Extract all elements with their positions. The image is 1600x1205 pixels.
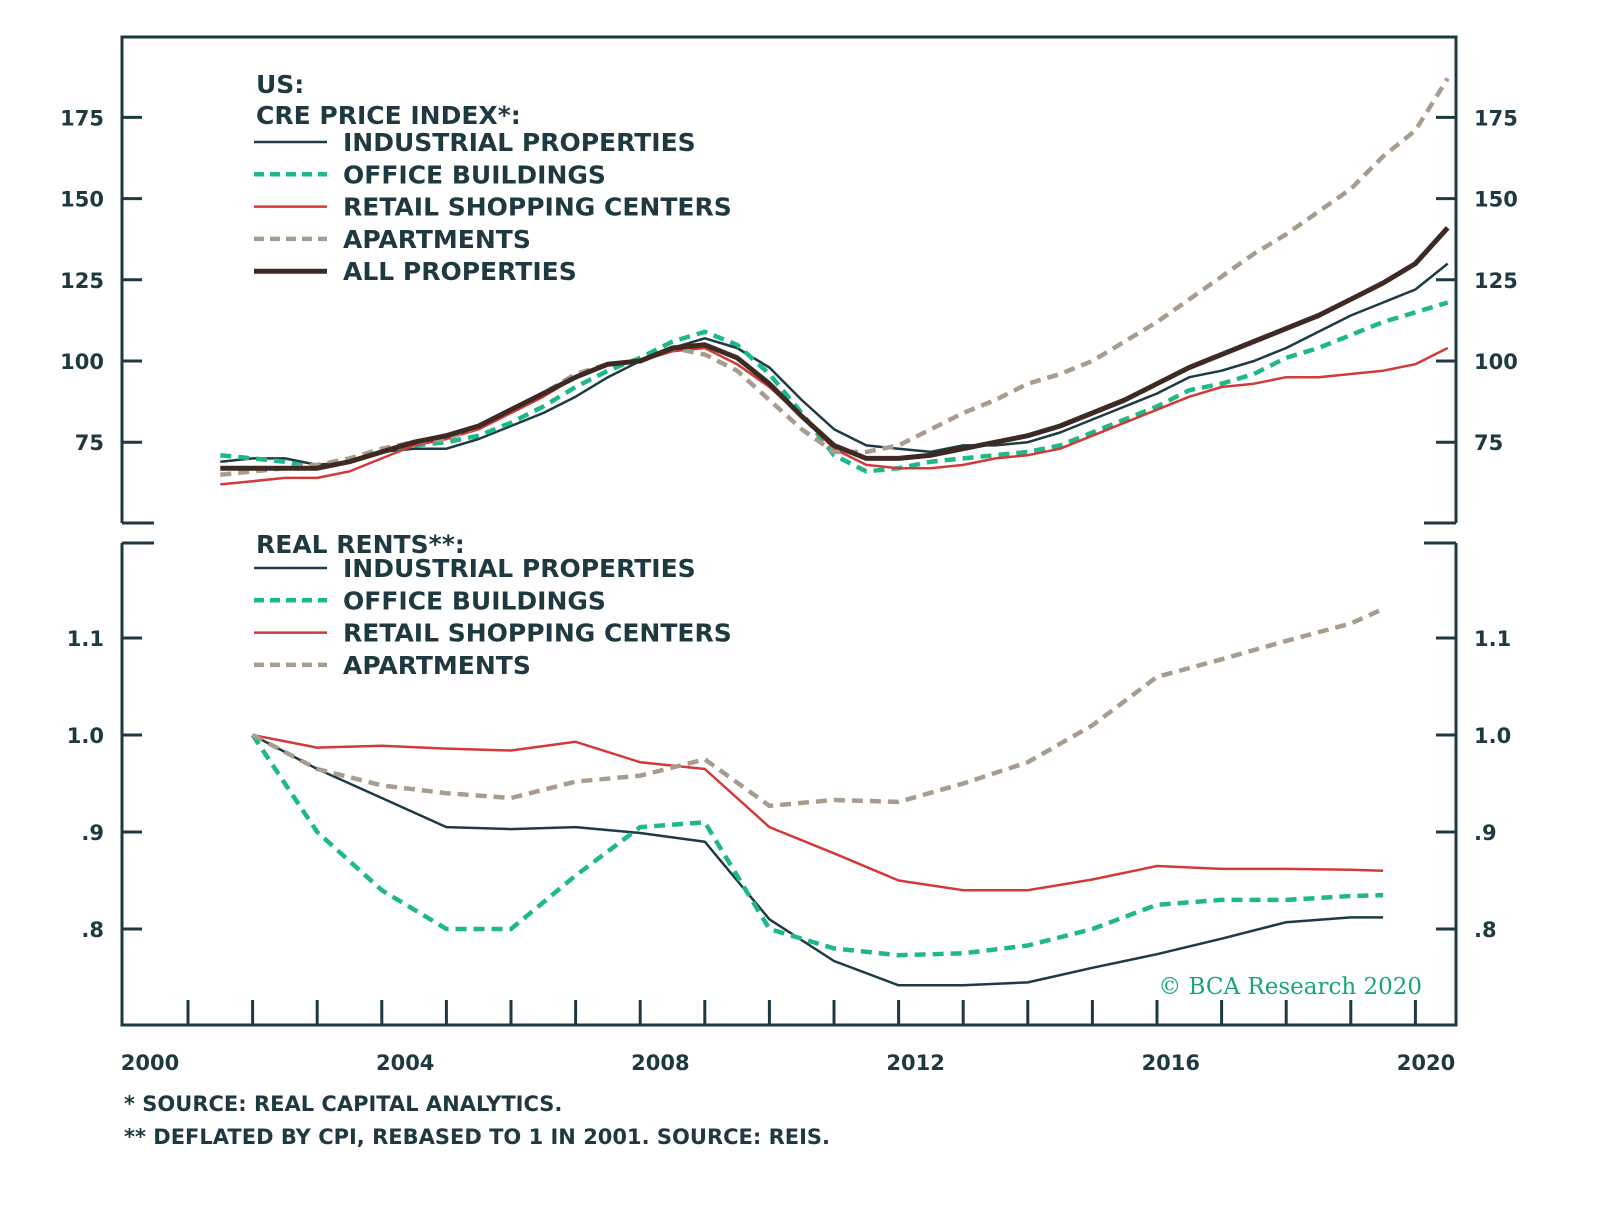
y-tick-label-left: 1.0 <box>67 724 104 748</box>
y-tick-label-right: 1.1 <box>1474 627 1511 651</box>
x-tick-label: 2012 <box>886 1051 944 1075</box>
y-tick-label-left: 100 <box>60 350 104 374</box>
price-all-properties-line <box>220 226 1450 471</box>
bottom-panel-frame <box>120 541 1458 1027</box>
y-tick-label-right: .8 <box>1474 918 1497 942</box>
y-tick-label-right: 1.0 <box>1474 724 1511 748</box>
rent-legend-label-industrial-properties: INDUSTRIAL PROPERTIES <box>343 554 696 583</box>
y-tick-label-right: 175 <box>1474 106 1518 130</box>
rent-apartments-line <box>251 606 1385 809</box>
y-tick-label-right: 125 <box>1474 269 1518 293</box>
y-tick-label-left: 150 <box>60 188 104 212</box>
rent-legend-label-apartments: APARTMENTS <box>343 651 531 680</box>
rent-legend-label-retail-shopping-centers: RETAIL SHOPPING CENTERS <box>343 619 732 648</box>
rent-legend-title: REAL RENTS**: <box>256 530 465 559</box>
price-legend-label-apartments: APARTMENTS <box>343 225 531 254</box>
x-tick-label: 2000 <box>121 1051 179 1075</box>
y-tick-label-right: 150 <box>1474 188 1518 212</box>
price-legend-title: US: <box>256 70 304 99</box>
price-legend-label-industrial-properties: INDUSTRIAL PROPERTIES <box>343 128 696 157</box>
price-legend-label-office-buildings: OFFICE BUILDINGS <box>343 160 606 189</box>
price-legend-label-retail-shopping-centers: RETAIL SHOPPING CENTERS <box>343 193 732 222</box>
footnote-1: * SOURCE: REAL CAPITAL ANALYTICS. <box>124 1092 562 1116</box>
x-tick-label: 2008 <box>631 1051 689 1075</box>
rent-industrial-properties-line <box>252 733 1384 987</box>
y-tick-label-left: .9 <box>81 821 104 845</box>
y-tick-label-right: 75 <box>1474 431 1503 455</box>
price-industrial-properties-line <box>220 262 1449 467</box>
x-tick-label: 2020 <box>1397 1051 1455 1075</box>
x-tick-label: 2016 <box>1142 1051 1200 1075</box>
y-tick-label-left: .8 <box>81 918 104 942</box>
y-tick-label-right: .9 <box>1474 821 1497 845</box>
credit-text: © BCA Research 2020 <box>1158 974 1422 1000</box>
y-tick-label-right: 100 <box>1474 350 1518 374</box>
bottom-panel-border <box>120 543 1458 1027</box>
rent-retail-shopping-centers-line <box>252 733 1384 892</box>
y-tick-label-left: 1.1 <box>67 627 104 651</box>
footnote-2: ** DEFLATED BY CPI, REBASED TO 1 IN 2001… <box>124 1125 830 1149</box>
price-legend-title: CRE PRICE INDEX*: <box>256 101 521 130</box>
price-legend-label-all-properties: ALL PROPERTIES <box>343 257 577 286</box>
rent-office-buildings-line <box>250 733 1384 958</box>
y-tick-label-left: 75 <box>75 431 104 455</box>
rent-legend-label-office-buildings: OFFICE BUILDINGS <box>343 586 606 615</box>
y-tick-label-left: 175 <box>60 106 104 130</box>
y-tick-label-left: 125 <box>60 269 104 293</box>
x-tick-label: 2004 <box>376 1051 434 1075</box>
